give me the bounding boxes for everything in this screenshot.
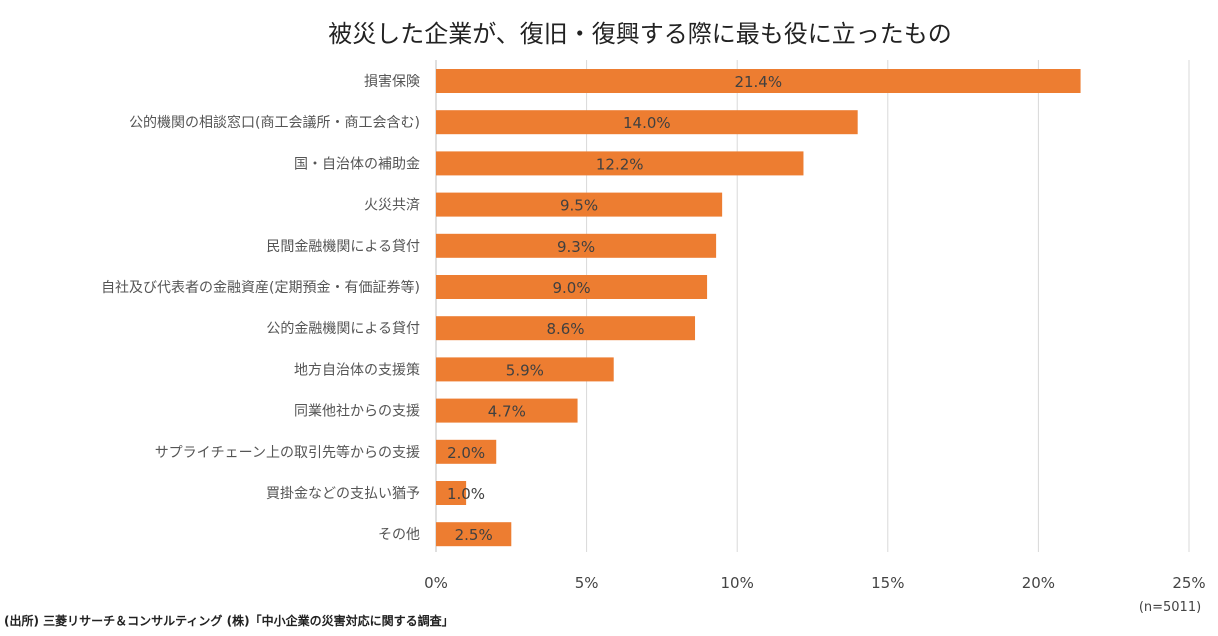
bar — [436, 357, 614, 382]
category-label: 同業他社からの支援 — [294, 404, 420, 420]
data-label: 14.0% — [623, 114, 671, 132]
x-tick-label: 5% — [575, 574, 599, 592]
bar — [436, 275, 708, 299]
chart-title: 被災した企業が、復旧・復興する際に最も役に立ったもの — [328, 20, 952, 48]
x-tick-label: 10% — [721, 574, 754, 592]
bar — [436, 481, 467, 505]
bar — [436, 522, 512, 547]
bar — [436, 316, 696, 341]
data-label: 2.0% — [447, 444, 485, 462]
bar — [436, 439, 497, 464]
bar — [436, 151, 804, 176]
bar — [436, 398, 578, 423]
x-tick-label: 20% — [1022, 574, 1055, 592]
category-label: その他 — [378, 527, 420, 543]
data-label: 9.3% — [557, 238, 595, 256]
x-tick-label: 25% — [1172, 574, 1205, 592]
sample-size-note: (n=5011) — [1139, 600, 1201, 615]
category-label: 公的金融機関による貸付 — [266, 321, 420, 337]
bar — [436, 110, 858, 135]
bar — [436, 192, 723, 217]
data-label: 12.2% — [596, 155, 644, 173]
data-label: 5.9% — [506, 361, 544, 379]
category-label: 損害保険 — [364, 74, 420, 90]
category-label: 公的機関の相談窓口(商工会議所・商工会含む) — [129, 114, 420, 131]
x-tick-label: 0% — [424, 574, 448, 592]
bar — [436, 233, 717, 258]
data-label: 9.5% — [560, 197, 598, 215]
category-label: 国・自治体の補助金 — [294, 156, 420, 172]
category-label: サプライチェーン上の取引先等からの支援 — [155, 444, 420, 461]
category-label: 民間金融機関による貸付 — [266, 239, 420, 255]
data-label: 8.6% — [546, 320, 584, 338]
source-note: (出所) 三菱リサーチ＆コンサルティング (株)「中小企業の災害対応に関する調査… — [4, 613, 454, 628]
data-label: 9.0% — [552, 279, 590, 297]
x-tick-label: 15% — [871, 574, 904, 592]
data-label: 1.0% — [447, 485, 485, 503]
data-label: 4.7% — [488, 403, 526, 421]
category-label: 火災共済 — [364, 198, 420, 214]
category-label: 自社及び代表者の金融資産(定期預金・有価証券等) — [101, 279, 420, 296]
bar — [436, 69, 1081, 93]
data-label: 21.4% — [734, 73, 782, 91]
category-label: 地方自治体の支援策 — [294, 361, 420, 378]
category-label: 買掛金などの支払い猶予 — [266, 486, 420, 502]
data-label: 2.5% — [455, 526, 493, 544]
